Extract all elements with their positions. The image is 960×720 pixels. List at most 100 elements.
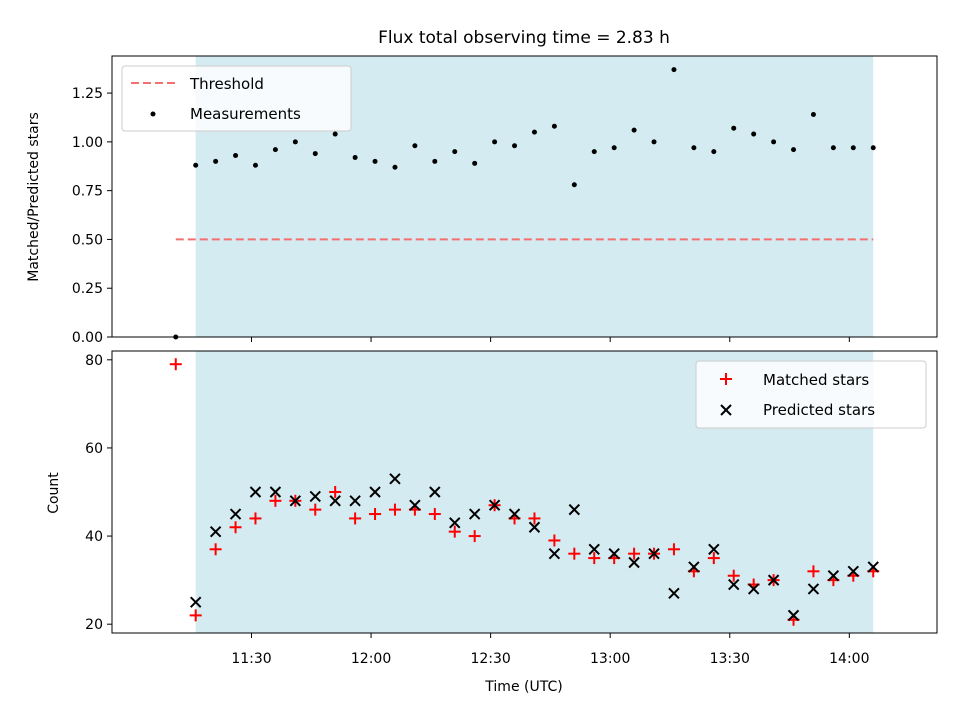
- measurement-point: [292, 139, 298, 145]
- measurement-point: [611, 145, 617, 151]
- predicted-star-point: [349, 495, 361, 507]
- x-tick-label: 12:00: [351, 651, 391, 667]
- predicted-star-point: [429, 486, 441, 498]
- bottom-legend: Matched stars Predicted stars: [695, 360, 927, 429]
- predicted-star-point: [369, 486, 381, 498]
- bottom-y-axis-label: Count: [46, 472, 62, 514]
- measurement-point: [492, 139, 498, 145]
- predicted-star-point: [249, 486, 262, 498]
- predicted-star-point: [648, 547, 660, 560]
- matched-star-point: [548, 534, 561, 547]
- top-panel: Flux total observing time = 2.83 h 0.00 0…: [26, 28, 938, 346]
- top-axes-frame: [111, 55, 938, 338]
- measurement-point: [731, 125, 737, 131]
- predicted-star-point: [807, 583, 820, 595]
- x-tick-label: 12:30: [470, 651, 510, 667]
- measurement-point: [252, 162, 258, 168]
- predicted-star-point: [289, 495, 302, 507]
- measurement-point: [332, 131, 338, 137]
- predicted-star-point: [488, 499, 501, 511]
- measurement-point: [531, 129, 537, 135]
- measurement-point: [551, 123, 557, 129]
- predicted-star-point: [728, 578, 740, 591]
- predicted-star-point: [468, 508, 481, 520]
- matched-star-point: [329, 486, 342, 498]
- measurement-point: [412, 143, 418, 149]
- predicted-star-point: [608, 547, 620, 560]
- matched-star-point: [388, 503, 401, 516]
- predicted-star-point: [787, 609, 800, 622]
- x-tick-label: 14:00: [829, 651, 869, 667]
- measurement-point: [372, 158, 378, 164]
- predicted-star-point: [668, 587, 680, 600]
- top-legend: Threshold Measurements: [121, 65, 352, 132]
- predicted-star-point: [688, 561, 700, 573]
- predicted-star-point: [229, 508, 242, 520]
- measurement-point: [272, 147, 278, 153]
- predicted-star-point: [588, 543, 600, 555]
- measurement-point: [512, 143, 518, 149]
- predicted-star-point: [389, 473, 401, 485]
- predicted-star-point: [568, 503, 581, 516]
- matched-star-point: [707, 552, 720, 565]
- legend-predicted-label: Predicted stars: [763, 401, 875, 419]
- measurement-point: [571, 182, 577, 188]
- top-y-tick-label: 0.00: [72, 330, 103, 346]
- matched-star-point: [428, 508, 441, 521]
- matched-star-point: [628, 547, 641, 560]
- bottom-axes-frame: [111, 350, 938, 634]
- measurement-point: [591, 149, 597, 155]
- top-y-tick-label: 1.25: [72, 86, 103, 102]
- top-y-tick-label: 0.25: [72, 281, 103, 297]
- x-tick-label: 11:30: [231, 651, 271, 667]
- measurement-point: [771, 139, 777, 145]
- bottom-y-tick-label: 60: [85, 441, 103, 457]
- matched-star-point: [727, 569, 740, 582]
- measurement-point: [312, 151, 318, 157]
- matched-star-point: [568, 547, 581, 560]
- top-y-tick-label: 1.00: [72, 135, 103, 151]
- predicted-star-point: [449, 517, 461, 529]
- measurement-point: [810, 112, 816, 118]
- measurement-point: [751, 131, 757, 137]
- measurement-point: [193, 162, 199, 168]
- predicted-star-point: [747, 583, 760, 595]
- bottom-y-tick-label: 80: [85, 353, 103, 369]
- predicted-star-point: [329, 495, 341, 507]
- predicted-star-point: [827, 570, 840, 582]
- predicted-star-point: [409, 499, 421, 511]
- x-tick-label: 13:00: [590, 651, 630, 667]
- predicted-star-point: [269, 486, 282, 498]
- measurement-point: [452, 149, 458, 155]
- measurement-point: [213, 158, 219, 164]
- measurement-point: [671, 67, 677, 73]
- matched-star-point: [169, 358, 182, 371]
- measurement-point: [791, 147, 797, 153]
- predicted-star-point: [708, 543, 720, 555]
- matched-star-point: [309, 503, 322, 516]
- matched-star-point: [468, 530, 481, 543]
- x-tick-label: 13:30: [710, 651, 750, 667]
- matched-star-point: [229, 521, 242, 534]
- predicted-star-point: [548, 547, 561, 560]
- predicted-star-point: [508, 508, 521, 520]
- top-y-axis-label: Matched/Predicted stars: [26, 112, 42, 282]
- matched-star-point: [667, 543, 680, 556]
- matched-star-point: [249, 512, 262, 525]
- matched-star-point: [528, 512, 541, 525]
- measurement-point: [691, 145, 697, 151]
- predicted-star-point: [209, 525, 222, 538]
- measurement-point: [352, 154, 358, 160]
- measurement-point: [711, 149, 717, 155]
- legend-measurements-marker: [150, 111, 156, 117]
- legend-measurements-label: Measurements: [190, 105, 301, 123]
- matched-star-point: [807, 565, 820, 578]
- matched-star-point: [269, 494, 282, 507]
- measurement-point: [472, 160, 478, 166]
- matched-star-point: [349, 512, 362, 525]
- predicted-star-point: [528, 521, 541, 533]
- measurement-point: [432, 158, 438, 164]
- legend-threshold-label: Threshold: [189, 75, 264, 93]
